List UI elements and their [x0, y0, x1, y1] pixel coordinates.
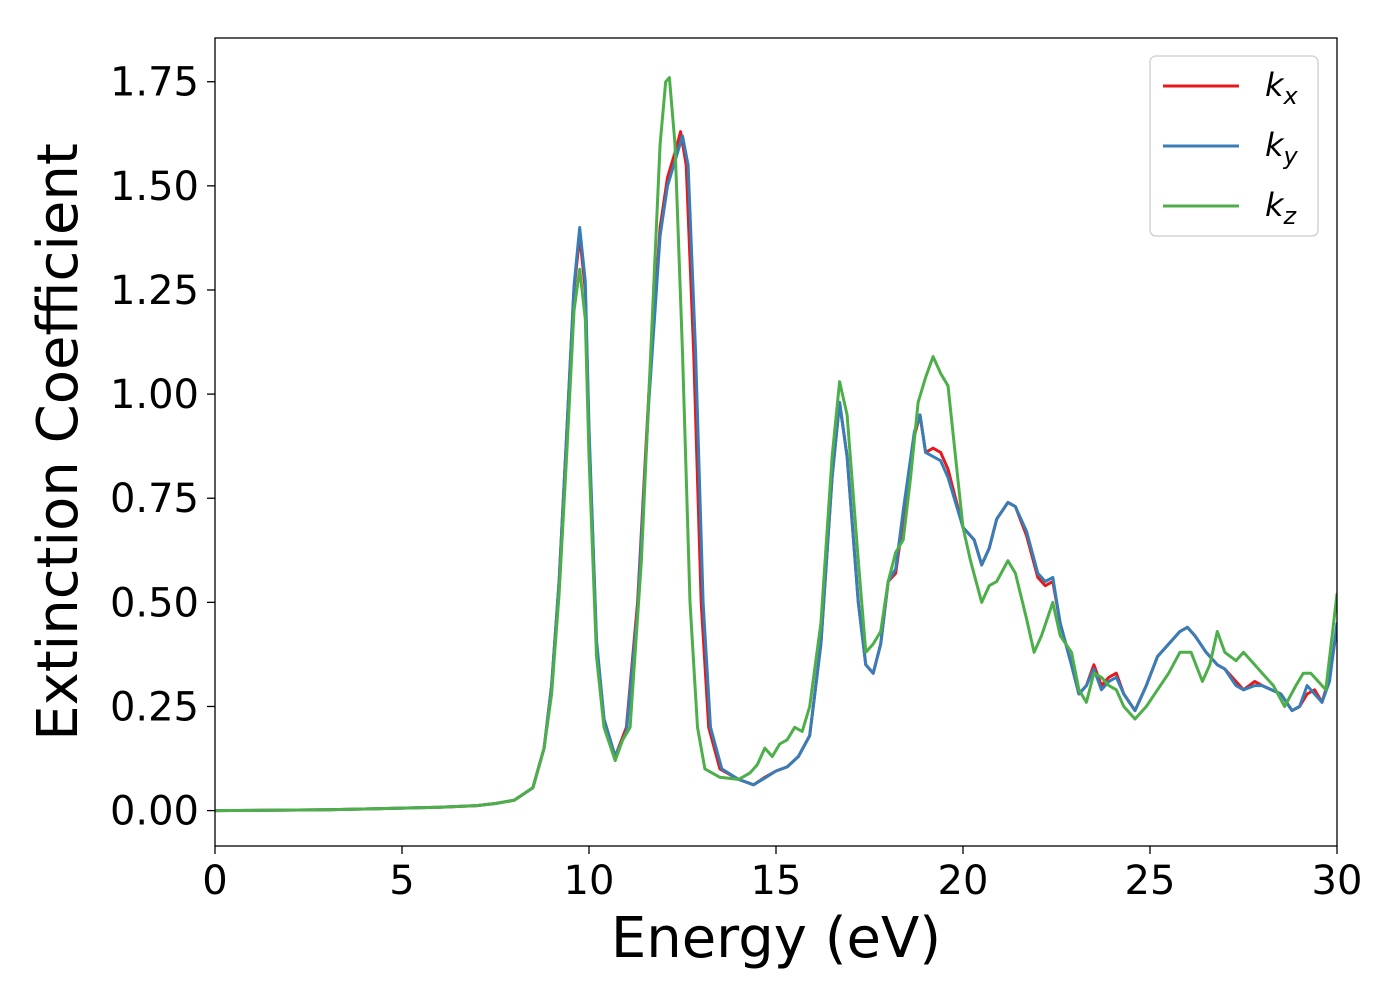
y-tick-label: 1.75: [110, 60, 199, 106]
x-tick-label: 30: [1312, 858, 1363, 904]
x-tick-label: 10: [564, 858, 615, 904]
y-axis-title: Extinction Coefficient: [26, 143, 91, 741]
y-tick-label: 1.25: [110, 268, 199, 314]
legend-label-subscript: z: [1283, 202, 1298, 230]
legend-label-main: k: [1265, 126, 1285, 164]
x-axis: 0 5 10 15 20 25 30: [202, 846, 1362, 904]
y-tick-label: 0.00: [110, 789, 199, 835]
legend-label-main: k: [1265, 66, 1285, 104]
x-tick-label: 15: [751, 858, 802, 904]
y-axis: 0.00 0.25 0.50 0.75 1.00 1.25 1.50 1.75: [110, 60, 215, 835]
y-tick-label: 0.25: [110, 684, 199, 730]
legend-label-ky: ky: [1265, 126, 1299, 170]
series-line-kz: [215, 76, 1337, 813]
x-tick-label: 0: [202, 858, 227, 904]
y-tick-label: 0.75: [110, 476, 199, 522]
x-axis-title: Energy (eV): [611, 906, 941, 971]
x-tick-label: 5: [389, 858, 414, 904]
y-tick-label: 0.50: [110, 580, 199, 626]
legend-label-kx: kx: [1265, 66, 1299, 110]
series-layer: [215, 76, 1337, 813]
legend-label-kz: kz: [1265, 186, 1298, 230]
legend-label-main: k: [1265, 186, 1285, 224]
y-tick-label: 1.50: [110, 164, 199, 210]
legend-label-subscript: x: [1283, 82, 1299, 110]
x-tick-label: 25: [1125, 858, 1176, 904]
legend-label-subscript: y: [1283, 142, 1299, 170]
x-tick-label: 20: [938, 858, 989, 904]
y-tick-label: 1.00: [110, 372, 199, 418]
